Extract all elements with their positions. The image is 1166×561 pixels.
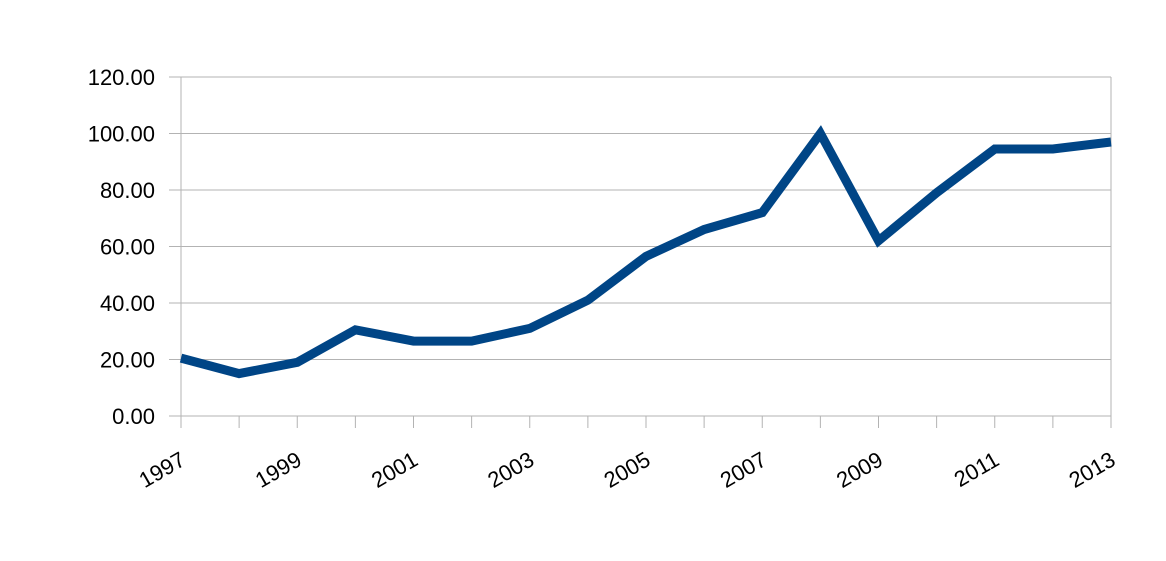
y-tick-label: 100.00 xyxy=(88,122,155,147)
gridlines xyxy=(181,76,1111,417)
x-tick-labels: 1997 1999 2001 2003 2005 2007 2009 2011 2013 xyxy=(135,447,1120,493)
y-tick-label: 0.00 xyxy=(112,404,155,429)
x-tick-label: 2005 xyxy=(600,447,655,493)
x-tick-label: 2011 xyxy=(950,447,1003,492)
x-tick-label: 2001 xyxy=(367,447,422,493)
y-tick-label: 120.00 xyxy=(88,65,155,90)
x-tick-label: 2007 xyxy=(716,447,771,493)
x-tick-label: 2013 xyxy=(1065,447,1120,493)
y-tick-label: 40.00 xyxy=(100,291,155,316)
x-tick-label: 1999 xyxy=(251,447,306,493)
axes xyxy=(169,76,1112,428)
series-group xyxy=(179,125,1112,379)
y-tick-label: 80.00 xyxy=(100,178,155,203)
y-tick-label: 60.00 xyxy=(100,235,155,260)
y-tick-labels: 0.00 20.00 40.00 60.00 80.00 100.00 120.00 xyxy=(88,65,155,429)
x-tick-label: 2009 xyxy=(832,447,887,493)
y-tick-label: 20.00 xyxy=(100,348,155,373)
x-tick-label: 2003 xyxy=(483,447,538,493)
series-line xyxy=(179,125,1112,379)
x-tick-label: 1997 xyxy=(135,447,190,493)
